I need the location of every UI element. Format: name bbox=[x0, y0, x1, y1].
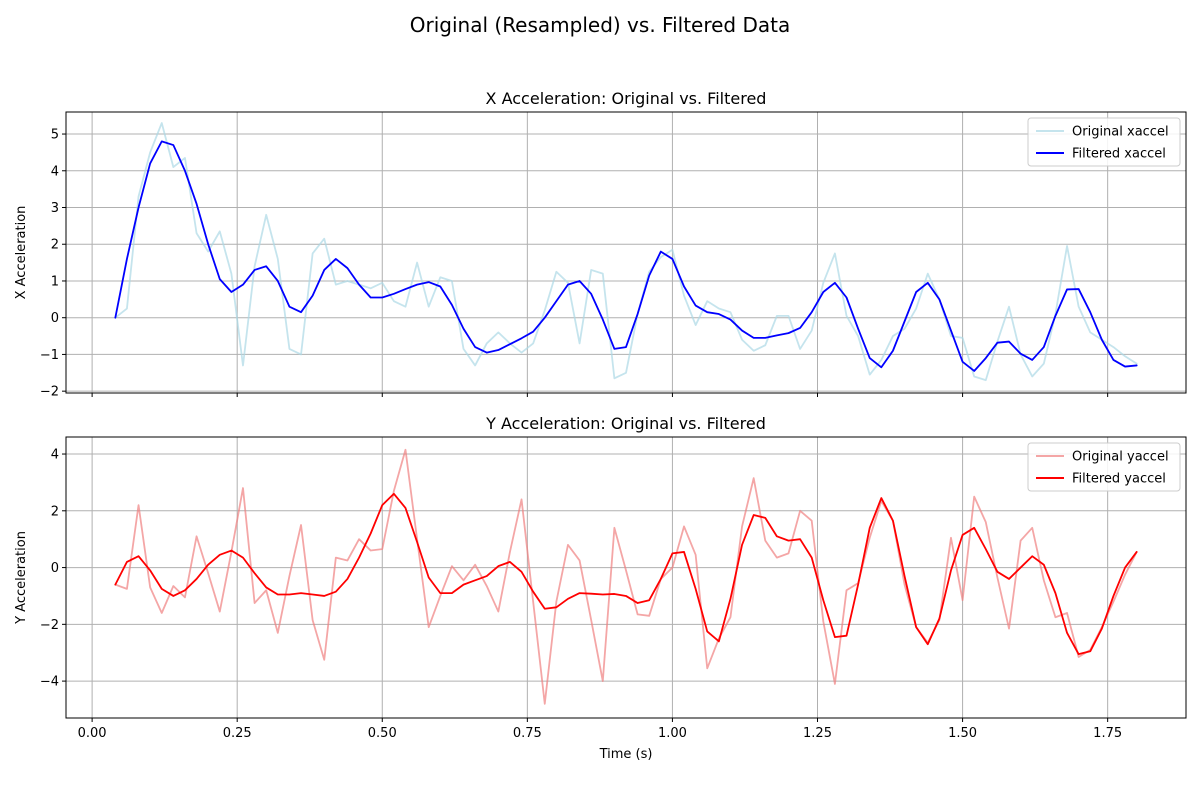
y-acceleration-xtick-label: 0.50 bbox=[368, 726, 397, 741]
y-acceleration-grid bbox=[66, 437, 1186, 718]
y-acceleration-legend-frame bbox=[1027, 442, 1181, 492]
x-acceleration-ticks: −2 −1 0 1 2 3 4 5 bbox=[40, 128, 1109, 400]
series-line-filtered-xaccel bbox=[114, 140, 1138, 372]
x-acceleration-series bbox=[114, 122, 1138, 382]
y-acceleration-ytick-label: −4 bbox=[40, 675, 59, 690]
y-acceleration-ytick-label: 2 bbox=[51, 504, 59, 519]
y-acceleration-ylabel: Y Acceleration bbox=[14, 531, 29, 625]
y-acceleration-ytick-label: 4 bbox=[51, 448, 59, 463]
x-acceleration-legend: Original xaccel Filtered xaccel bbox=[1027, 117, 1181, 167]
y-acceleration-title: Y Acceleration: Original vs. Filtered bbox=[485, 414, 766, 433]
x-acceleration-ytick-label: 5 bbox=[51, 128, 59, 143]
x-acceleration-ytick-label: 1 bbox=[51, 274, 59, 289]
y-acceleration-axes: 0.00 0.25 0.50 0.75 1.00 1.25 1.50 1.75−4−2024 … bbox=[14, 414, 1187, 762]
time-xlabel: Time (s) bbox=[599, 747, 653, 762]
y-acceleration-frame bbox=[65, 436, 1187, 719]
figure-title: Original (Resampled) vs. Filtered Data bbox=[410, 13, 790, 37]
x-acceleration-ytick-label: 2 bbox=[51, 238, 59, 253]
y-acceleration-xtick-label: 1.00 bbox=[658, 726, 687, 741]
y-acceleration-xtick-label: 1.75 bbox=[1093, 726, 1122, 741]
x-acceleration-ytick-label: 3 bbox=[51, 201, 59, 216]
y-acceleration-ytick-label: 0 bbox=[51, 561, 59, 576]
x-acceleration-ytick-label: −2 bbox=[40, 385, 59, 400]
y-acceleration-xtick-label: 0.25 bbox=[223, 726, 252, 741]
y-acceleration-ytick-label: −2 bbox=[40, 618, 59, 633]
series-line-filtered-yaccel bbox=[114, 492, 1138, 656]
x-acceleration-axes: −2 −1 0 1 2 3 4 5 X Acceleration: Original vs. … bbox=[14, 89, 1187, 400]
y-acceleration-xtick-label: 1.25 bbox=[803, 726, 832, 741]
x-acceleration-title: X Acceleration: Original vs. Filtered bbox=[486, 89, 767, 108]
y-acceleration-legend: Original yaccel Filtered yaccel bbox=[1027, 442, 1181, 492]
legend-label-filtered-yaccel: Filtered yaccel bbox=[1072, 472, 1166, 487]
legend-label-filtered-xaccel: Filtered xaccel bbox=[1072, 147, 1166, 162]
series-line-original-xaccel bbox=[114, 122, 1138, 382]
y-acceleration-xtick-label: 0.00 bbox=[78, 726, 107, 741]
x-acceleration-ytick-label: 4 bbox=[51, 164, 59, 179]
y-acceleration-xtick-label: 0.75 bbox=[513, 726, 542, 741]
y-acceleration-series bbox=[114, 448, 1138, 705]
x-acceleration-frame bbox=[65, 111, 1187, 394]
x-acceleration-legend-frame bbox=[1027, 117, 1181, 167]
x-acceleration-ylabel: X Acceleration bbox=[14, 206, 29, 300]
legend-label-original-xaccel: Original xaccel bbox=[1072, 125, 1169, 140]
legend-label-original-yaccel: Original yaccel bbox=[1072, 450, 1169, 465]
x-acceleration-ytick-label: 0 bbox=[51, 311, 59, 326]
x-acceleration-ytick-label: −1 bbox=[40, 348, 59, 363]
y-acceleration-xtick-label: 1.50 bbox=[948, 726, 977, 741]
y-acceleration-ticks: 0.00 0.25 0.50 0.75 1.00 1.25 1.50 1.75 −4 −2 0 2 4 bbox=[40, 448, 1122, 741]
